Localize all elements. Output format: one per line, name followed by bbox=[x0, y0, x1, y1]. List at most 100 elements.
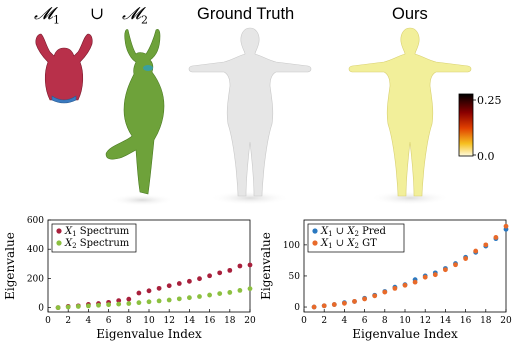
x-tick-label: 4 bbox=[342, 316, 348, 326]
data-point-1-1 bbox=[342, 300, 347, 306]
header-m1-sub: 1 bbox=[53, 13, 61, 27]
legend-box bbox=[51, 223, 137, 253]
header-ours: Ours bbox=[392, 5, 428, 23]
header-ground-truth: Ground Truth bbox=[197, 5, 295, 23]
legend-entry: X1 Spectrum bbox=[64, 226, 130, 238]
data-point-0-0 bbox=[217, 270, 223, 276]
x-tick-label: 6 bbox=[362, 316, 368, 326]
legend-box bbox=[307, 223, 405, 253]
data-point-0-1 bbox=[136, 300, 142, 306]
data-point-0-0 bbox=[227, 267, 233, 273]
data-point-1-1 bbox=[382, 289, 388, 295]
data-point-0-1 bbox=[65, 304, 71, 310]
colorbar-min-label: 0.0 bbox=[477, 150, 495, 163]
header-m2-sub: 2 bbox=[141, 13, 149, 27]
data-point-1-1 bbox=[432, 272, 438, 278]
y-tick-label: 0 bbox=[38, 304, 44, 314]
x-tick-label: 6 bbox=[106, 316, 112, 326]
data-point-1-1 bbox=[331, 302, 337, 307]
data-point-0-1 bbox=[116, 301, 122, 307]
ours-shape bbox=[348, 27, 472, 205]
data-point-0-0 bbox=[197, 276, 202, 282]
legend-entry: X1 ∪ X2 Pred bbox=[320, 226, 387, 238]
header-union: ∪ bbox=[90, 4, 105, 24]
error-colorbar: 0.25 0.0 bbox=[458, 93, 502, 163]
data-point-1-1 bbox=[453, 262, 458, 268]
data-point-1-1 bbox=[463, 256, 468, 261]
x-tick-label: 18 bbox=[480, 316, 492, 326]
data-point-0-1 bbox=[75, 304, 81, 309]
x-tick-label: 12 bbox=[163, 316, 174, 326]
data-point-0-1 bbox=[217, 291, 223, 296]
data-point-1-1 bbox=[321, 303, 327, 309]
m1-partial-shape bbox=[35, 33, 93, 104]
data-point-1-1 bbox=[352, 299, 357, 304]
data-point-1-1 bbox=[392, 285, 398, 291]
data-point-0-0 bbox=[187, 278, 192, 284]
data-point-0-0 bbox=[156, 285, 162, 291]
x-axis-label: Eigenvalue Index bbox=[96, 327, 202, 341]
data-point-0-1 bbox=[247, 286, 253, 292]
data-point-0-1 bbox=[156, 298, 162, 304]
data-point-0-0 bbox=[176, 281, 182, 286]
x-tick-label: 8 bbox=[382, 316, 388, 326]
chart-right-axes: 0 2 4 6 8 10 12 14 16 18 20 0 50 100 Eigenvalue Index E… bbox=[259, 219, 512, 341]
m2-partial-shape bbox=[105, 28, 174, 206]
colorbar-max-label: 0.25 bbox=[477, 94, 502, 107]
data-point-0-1 bbox=[146, 299, 152, 305]
shape-renderings: 0.25 0.0 bbox=[35, 27, 502, 206]
data-point-0-1 bbox=[166, 297, 172, 303]
data-point-0-0 bbox=[136, 290, 142, 296]
x-tick-label: 0 bbox=[301, 316, 307, 326]
data-point-0-0 bbox=[207, 273, 213, 279]
data-point-0-1 bbox=[237, 287, 243, 293]
y-tick-label: 400 bbox=[27, 245, 44, 255]
data-point-1-1 bbox=[362, 296, 367, 302]
data-point-1-1 bbox=[412, 279, 418, 285]
y-tick-label: 50 bbox=[289, 272, 301, 282]
y-tick-label: 0 bbox=[294, 303, 300, 313]
legend-marker bbox=[312, 240, 318, 246]
x-tick-label: 4 bbox=[86, 316, 92, 326]
x-tick-label: 14 bbox=[440, 316, 452, 326]
data-point-0-1 bbox=[187, 295, 192, 301]
data-point-0-1 bbox=[55, 305, 61, 311]
data-point-1-1 bbox=[493, 235, 499, 240]
x-tick-label: 0 bbox=[45, 316, 51, 326]
data-point-0-0 bbox=[146, 288, 152, 294]
data-point-0-1 bbox=[227, 290, 233, 295]
data-point-0-0 bbox=[116, 298, 122, 304]
data-point-0-1 bbox=[126, 301, 132, 306]
data-point-1-1 bbox=[503, 223, 509, 229]
data-point-1-1 bbox=[443, 267, 448, 273]
x-tick-label: 12 bbox=[419, 316, 430, 326]
legend-marker bbox=[312, 228, 318, 234]
x-tick-label: 2 bbox=[321, 316, 327, 326]
data-point-0-1 bbox=[106, 302, 111, 308]
x-tick-label: 16 bbox=[204, 316, 216, 326]
header-m1: 𝓜1 bbox=[34, 4, 60, 26]
data-point-0-0 bbox=[247, 262, 253, 268]
ground-truth-shape bbox=[188, 27, 312, 205]
chart-right: 0 2 4 6 8 10 12 14 16 18 20 0 50 100 Eigenvalue Index E… bbox=[259, 219, 512, 341]
data-point-1-1 bbox=[402, 282, 408, 288]
y-tick-label: 600 bbox=[27, 216, 44, 226]
data-point-0-1 bbox=[197, 294, 202, 299]
x-tick-label: 8 bbox=[126, 316, 132, 326]
x-tick-label: 16 bbox=[460, 316, 472, 326]
header-m2-symbol: 𝓜 bbox=[122, 4, 142, 24]
y-axis-label: Eigenvalue bbox=[259, 232, 273, 300]
data-point-1-1 bbox=[483, 242, 489, 248]
data-point-0-0 bbox=[126, 296, 132, 302]
data-point-0-1 bbox=[176, 296, 182, 302]
x-tick-label: 14 bbox=[184, 316, 196, 326]
x-tick-label: 10 bbox=[399, 316, 411, 326]
data-point-1-1 bbox=[311, 304, 317, 310]
data-point-0-0 bbox=[237, 263, 243, 269]
data-point-1-1 bbox=[473, 248, 479, 254]
legend-marker bbox=[56, 240, 62, 246]
legend-marker bbox=[56, 228, 62, 234]
